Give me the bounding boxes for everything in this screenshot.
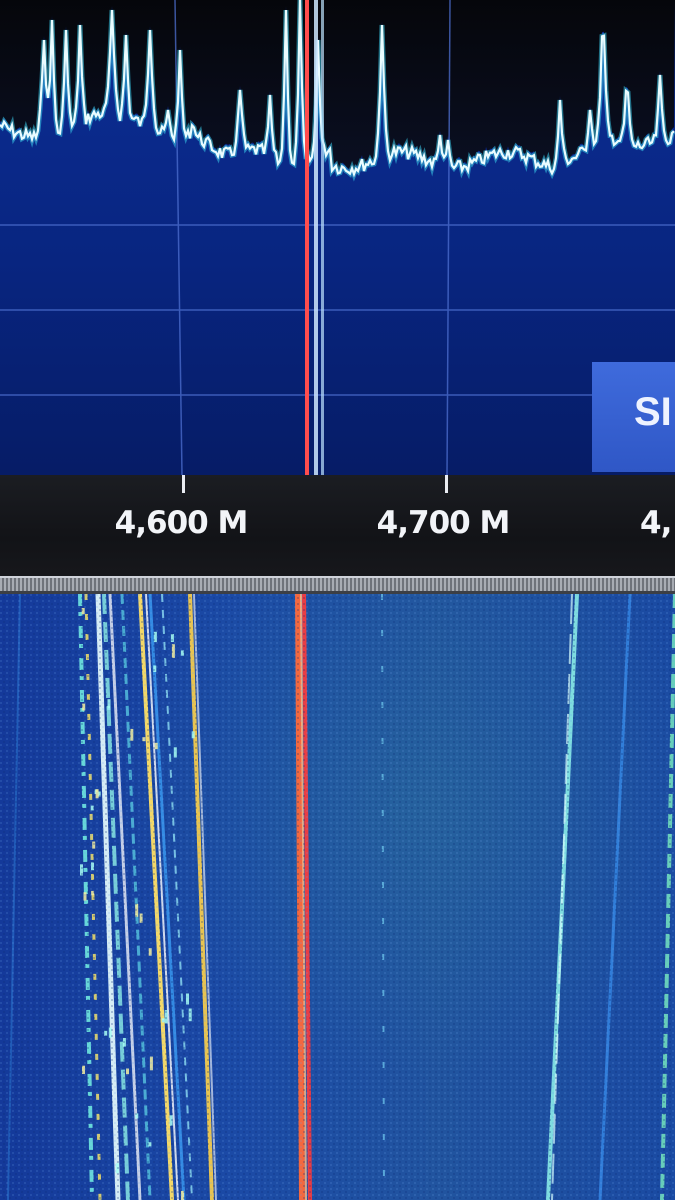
spectrum-marker-band	[314, 0, 318, 475]
axis-tick-4700	[445, 475, 448, 493]
waterfall-grain	[0, 594, 675, 1200]
spectrum-noise-ceiling	[0, 0, 675, 171]
side-panel-button-label: SI	[634, 390, 672, 434]
waterfall-display[interactable]	[0, 594, 675, 1200]
axis-label-4600: 4,600 M	[114, 505, 249, 541]
axis-label-4800-partial: 4,	[640, 505, 672, 541]
side-panel-button[interactable]: SI	[592, 362, 675, 472]
spectrum-marker-band-edge	[321, 0, 324, 475]
axis-label-4700: 4,700 M	[376, 505, 511, 541]
spectrum-grid	[0, 0, 675, 475]
spectrum-frequency-marker[interactable]	[305, 0, 309, 475]
spectrum-trace	[0, 0, 675, 178]
axis-tick-4600	[182, 475, 185, 493]
spectrum-plot[interactable]	[0, 0, 675, 475]
panel-divider-handle[interactable]	[0, 576, 675, 594]
frequency-axis[interactable]: 4,600 M 4,700 M 4,	[0, 475, 675, 581]
